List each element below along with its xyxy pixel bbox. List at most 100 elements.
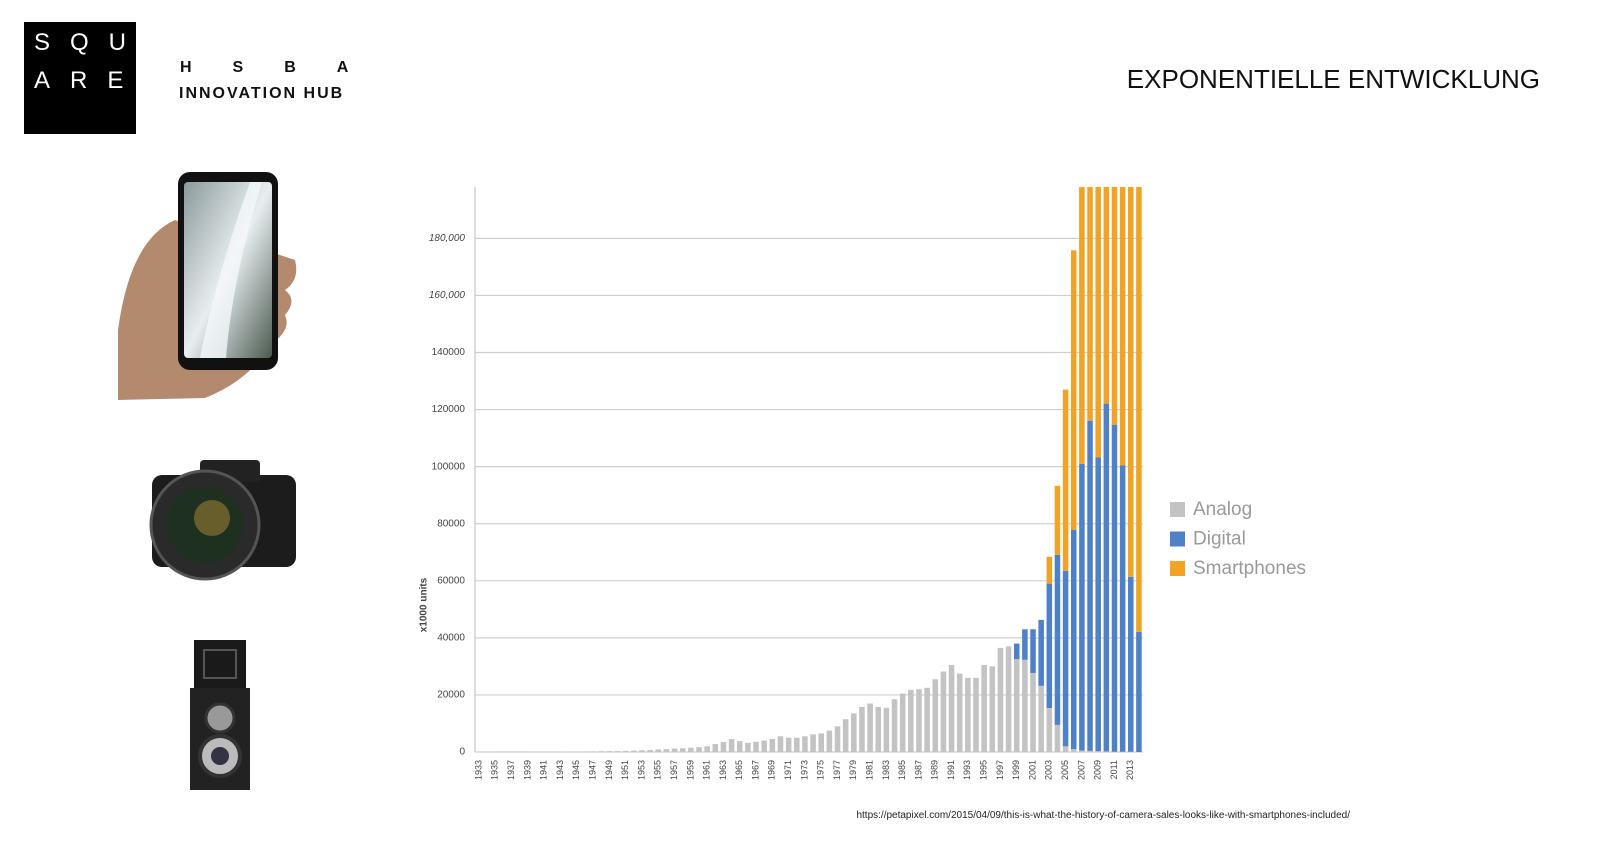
x-tick-label: 1985	[897, 760, 907, 780]
bar-segment	[1054, 485, 1061, 555]
x-tick-label: 1995	[979, 760, 989, 780]
org-name: HSBA	[180, 59, 389, 76]
bar-segment	[1054, 554, 1061, 725]
bar-segment	[1038, 685, 1044, 752]
bar-segment	[940, 671, 947, 752]
bar-segment	[1087, 187, 1093, 421]
bar-segment	[614, 751, 621, 752]
bar-segment	[1022, 629, 1028, 660]
bar-segment	[1038, 619, 1044, 686]
bar-segment	[1030, 629, 1036, 673]
bar-segment	[891, 699, 898, 752]
bar-segment	[712, 744, 719, 752]
x-tick-label: 1987	[913, 760, 923, 780]
x-tick-label: 1945	[571, 760, 581, 780]
x-tick-label: 1977	[832, 760, 842, 780]
bar-segment	[1087, 750, 1093, 752]
x-tick-label: 2011	[1109, 760, 1119, 779]
bar-segment	[785, 737, 792, 752]
bar-segment	[867, 703, 873, 752]
bars	[476, 187, 1142, 752]
bar-segment	[639, 750, 645, 752]
bar-segment	[908, 689, 914, 752]
x-tick-label: 2007	[1076, 760, 1086, 780]
bar-segment	[1111, 424, 1118, 752]
x-tick-label: 1965	[734, 760, 744, 780]
bar-segment	[606, 751, 613, 752]
bar-segment	[1070, 529, 1077, 750]
x-tick-label: 1951	[620, 760, 630, 780]
bar-segment	[932, 679, 939, 752]
bar-segment	[1111, 187, 1118, 425]
bar-segment	[916, 689, 922, 752]
bar-segment	[1046, 708, 1053, 752]
x-tick-label: 1971	[783, 760, 793, 780]
x-tick-label: 1957	[669, 760, 679, 780]
x-tick-label: 2003	[1044, 760, 1054, 780]
bar-segment	[696, 747, 702, 752]
bar-segment	[1062, 570, 1069, 747]
bar-segment	[965, 677, 971, 752]
bar-segment	[769, 738, 776, 752]
y-tick-label: 80000	[437, 518, 465, 529]
bar-segment	[745, 742, 751, 752]
bar-segment	[1005, 646, 1012, 752]
x-tick-label: 1961	[702, 760, 712, 780]
y-tick-label: 0	[459, 747, 465, 758]
x-tick-label: 1973	[799, 760, 809, 780]
bar-segment	[663, 749, 670, 752]
bar-segment	[1095, 751, 1101, 752]
x-tick-label: 2013	[1125, 760, 1135, 780]
x-tick-label: 1959	[685, 760, 695, 780]
bar-segment	[1022, 659, 1028, 752]
camera-image	[149, 460, 296, 581]
x-tick-label: 1943	[555, 760, 565, 780]
source-link: https://petapixel.com/2015/04/09/this-is…	[856, 810, 1350, 821]
bar-segment	[875, 706, 882, 752]
bar-segment	[1030, 672, 1036, 752]
bar-segment	[631, 750, 637, 752]
x-tick-label: 1999	[1011, 760, 1021, 780]
bar-segment	[924, 687, 930, 752]
bar-segment	[1062, 389, 1069, 571]
chart: x1000 units 0 20000 40000 60000 80000 100000 1…	[419, 187, 1306, 780]
x-tick-label: 1967	[750, 760, 760, 780]
bar-segment	[981, 664, 987, 752]
y-tick-label: 20000	[437, 690, 465, 701]
x-tick-label: 1997	[995, 760, 1005, 780]
bar-segment	[834, 726, 841, 752]
bar-segment	[1087, 420, 1093, 751]
bar-segment	[899, 693, 906, 752]
bar-segment	[647, 750, 653, 752]
bar-segment	[1103, 187, 1110, 404]
bar-segment	[1054, 724, 1061, 752]
legend-swatch	[1170, 561, 1185, 576]
bar-segment	[728, 739, 735, 752]
bar-segment	[590, 751, 596, 752]
x-tick-label: 2005	[1060, 760, 1070, 780]
x-tick-label: 1933	[473, 760, 483, 780]
bar-segment	[622, 750, 629, 752]
x-tick-label: 1955	[653, 760, 663, 780]
bar-segment	[1013, 643, 1020, 660]
bar-segment	[1079, 187, 1085, 464]
bar-segment	[1095, 457, 1101, 752]
bar-segment	[1103, 403, 1110, 752]
x-tick-label: 1939	[522, 760, 532, 780]
bar-segment	[989, 666, 996, 752]
logo-box	[24, 22, 136, 134]
y-tick-label: 60000	[437, 575, 465, 586]
bar-segment	[679, 748, 686, 752]
bar-segment	[1136, 187, 1142, 632]
bar-segment	[777, 736, 784, 752]
bar-segment	[1119, 187, 1126, 466]
bar-segment	[761, 740, 767, 752]
legend-label: Digital	[1193, 529, 1246, 550]
bar-segment	[1079, 750, 1085, 752]
bar-segment	[655, 749, 662, 752]
x-tick-label: 1979	[848, 760, 858, 780]
bar-segment	[671, 748, 678, 752]
x-tick-label: 1953	[636, 760, 646, 780]
x-tick-label: 1981	[864, 760, 874, 780]
